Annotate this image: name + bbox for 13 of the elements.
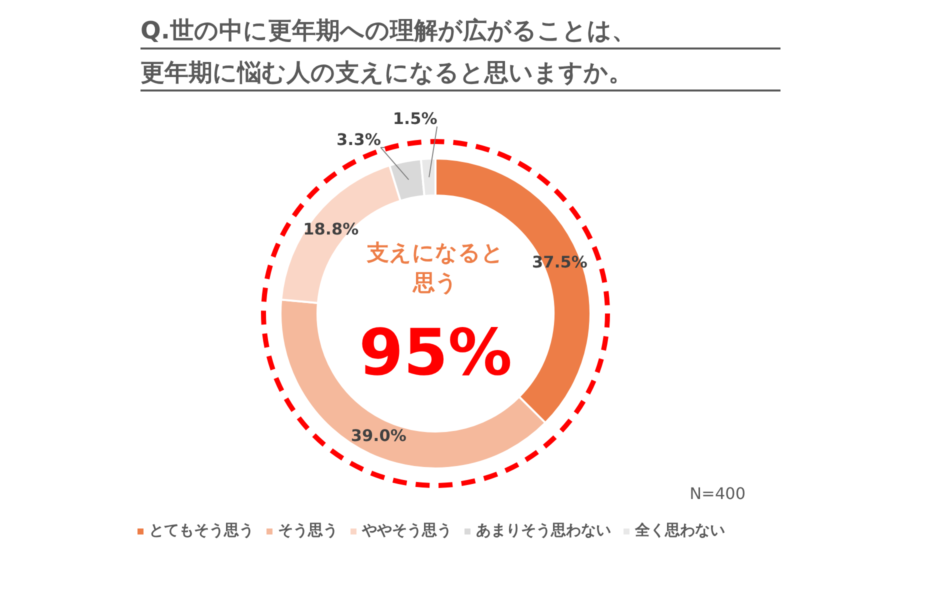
chart-title: Q.世の中に更年期への理解が広がることは、更年期に悩む人の支えになると思いますか。 — [140, 16, 636, 86]
legend-label: あまりそう思わない — [476, 521, 611, 540]
data-label: 18.8% — [303, 219, 359, 238]
data-label: 1.5% — [392, 109, 438, 128]
legend-label: ややそう思う — [362, 521, 452, 540]
text: N=400 — [690, 484, 746, 503]
text: 支えになると思う — [366, 241, 504, 296]
legend-label: とてもそう思う — [149, 521, 254, 540]
data-label: 39.0% — [350, 426, 406, 445]
legend-label: 全く思わない — [635, 521, 725, 540]
text: 95% — [358, 316, 512, 390]
legend-label: そう思う — [278, 521, 338, 540]
data-label: 3.3% — [336, 130, 381, 149]
